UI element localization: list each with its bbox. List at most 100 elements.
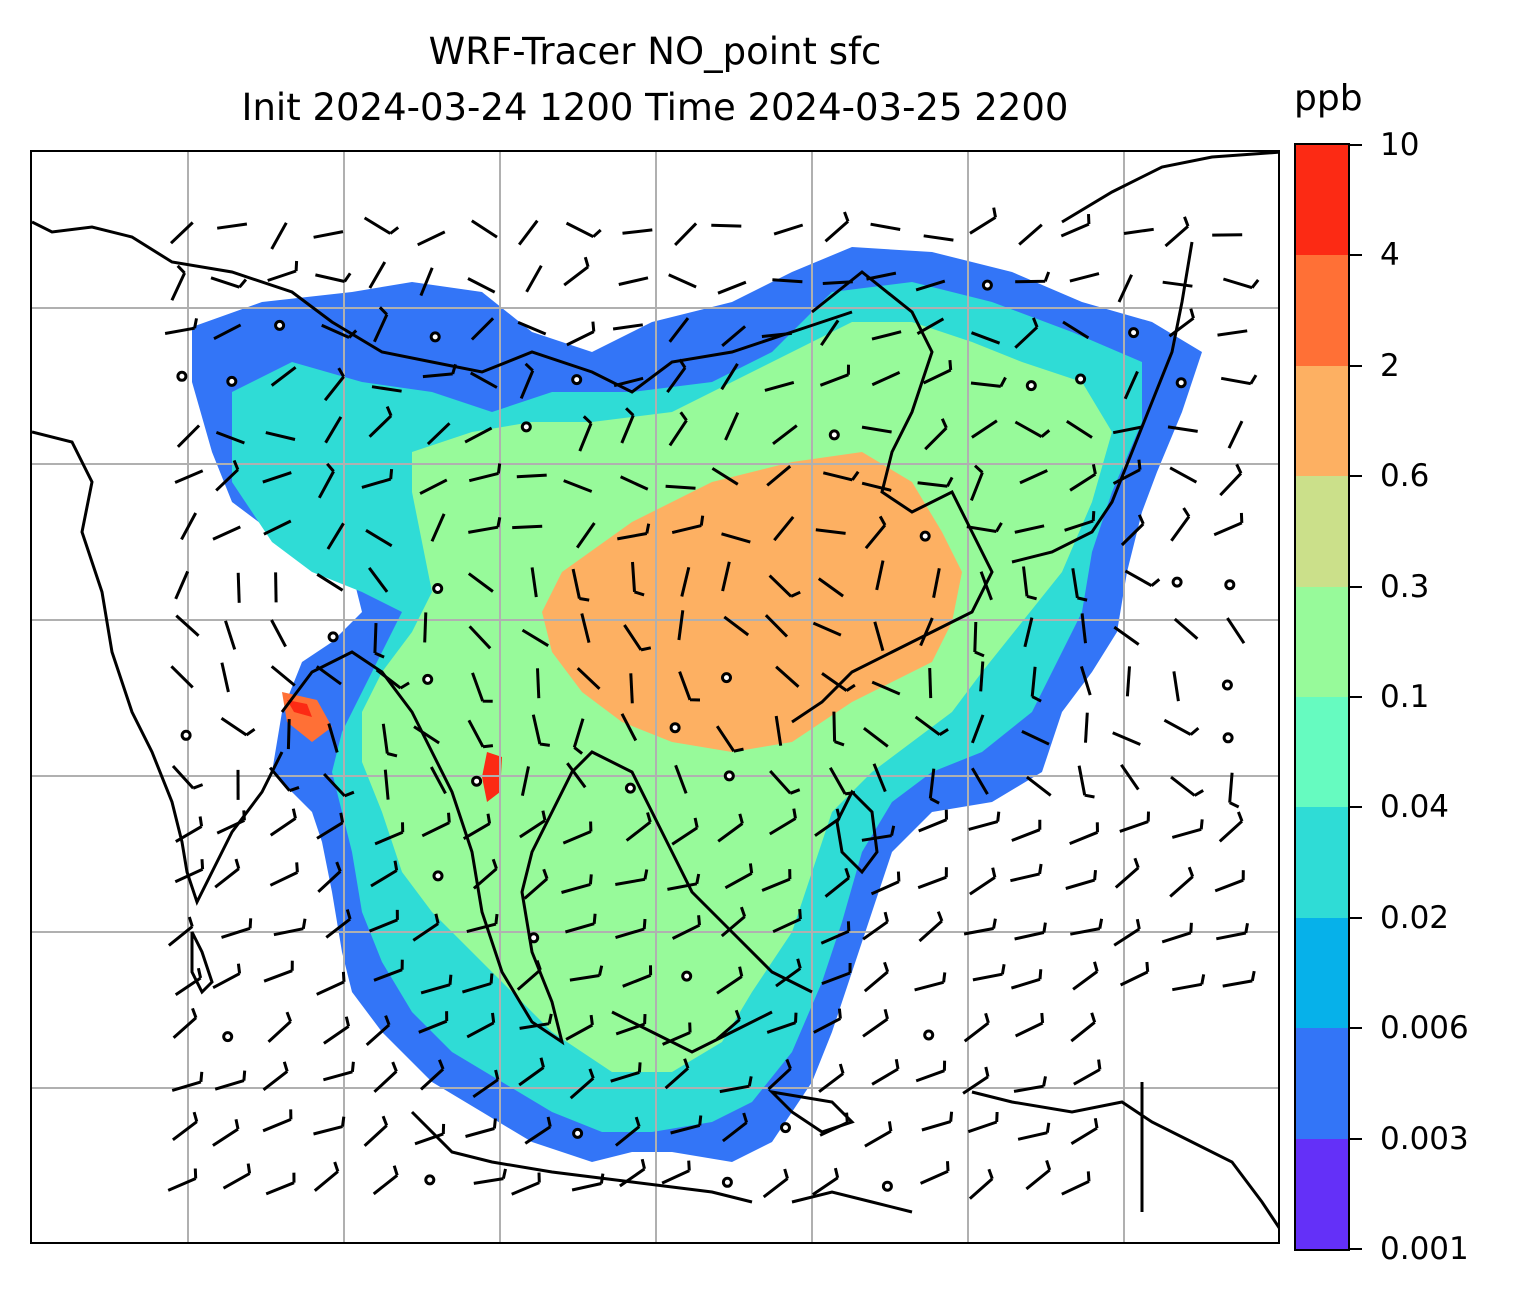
wind-barb (970, 714, 985, 744)
colorbar-tick-label: 2 (1380, 347, 1400, 384)
wind-barb (979, 571, 993, 601)
wind-barb (923, 234, 954, 242)
colorbar-segment (1296, 1138, 1348, 1249)
colorbar-tick-label: 0.1 (1380, 679, 1430, 715)
calm-station-marker (471, 775, 483, 787)
wind-barb (615, 869, 649, 886)
wind-barb (370, 860, 399, 888)
wind-barb (426, 422, 451, 446)
wind-barb (666, 358, 687, 393)
wind-barb (824, 211, 850, 243)
wind-barb (619, 475, 649, 491)
calm-station-marker (681, 970, 693, 982)
calm-station-marker (723, 770, 735, 782)
wind-barb (769, 769, 801, 795)
wind-barb (1119, 811, 1150, 833)
wind-barb (216, 810, 246, 835)
wind-barb (469, 371, 498, 389)
wind-barb (323, 1016, 351, 1045)
wind-barb (361, 468, 394, 489)
calm-station-marker (669, 722, 681, 734)
wind-barb (1163, 718, 1200, 736)
wind-barb (518, 219, 539, 246)
wind-barb (1218, 811, 1244, 843)
wind-barb (720, 363, 739, 391)
wind-barb (317, 861, 342, 893)
calm-station-marker (274, 319, 286, 331)
wind-barb (169, 221, 194, 245)
wind-barb (875, 560, 885, 591)
wind-barb (368, 406, 393, 438)
wind-barb (661, 1160, 691, 1185)
wind-barb (472, 1069, 500, 1099)
wind-barb (316, 573, 344, 592)
wind-barb (1010, 969, 1043, 990)
wind-barb (631, 561, 645, 597)
wind-barb (815, 528, 846, 535)
wind-barb (1213, 512, 1244, 537)
wind-barb (716, 966, 744, 995)
wind-barb (174, 570, 190, 600)
wind-barb (1226, 617, 1246, 645)
colorbar-tick-label: 0.04 (1380, 789, 1450, 826)
wind-barb (430, 513, 446, 542)
wind-barb (521, 628, 549, 647)
wind-barb (167, 916, 194, 947)
wind-barb (820, 921, 851, 945)
wind-barb (563, 256, 590, 287)
wind-barb (723, 615, 750, 637)
map-panel (30, 150, 1280, 1244)
wind-barb (772, 424, 798, 445)
wind-barb (674, 764, 688, 794)
wind-barb (671, 817, 699, 846)
wind-barb (471, 672, 493, 703)
colorbar-tick (1350, 1137, 1362, 1140)
colorbar-tick-label: 0.02 (1380, 899, 1450, 936)
wind-barb (517, 321, 547, 336)
wind-barb (176, 424, 201, 448)
wind-barb (962, 1066, 990, 1095)
wind-barb (212, 963, 242, 990)
wind-barb (715, 1009, 742, 1041)
wind-barb (620, 713, 638, 742)
wind-barb (1025, 775, 1052, 797)
calm-station-marker (571, 374, 583, 386)
wind-barb (216, 222, 248, 230)
wind-barb (373, 306, 389, 343)
wind-barb (614, 1116, 641, 1147)
wind-barb (871, 680, 901, 696)
wind-barb (715, 725, 744, 753)
wind-barb (1062, 320, 1090, 340)
map-canvas (32, 152, 1278, 1242)
calm-station-marker (528, 932, 540, 944)
wind-barb (870, 222, 901, 231)
wind-barb (1169, 866, 1195, 898)
wind-barb (862, 727, 889, 748)
wind-barb (711, 223, 742, 228)
wind-barb (680, 566, 691, 597)
wind-barb (769, 808, 797, 836)
wind-barb (775, 665, 800, 688)
wind-barb (1017, 1122, 1051, 1141)
wind-barb (212, 1119, 240, 1147)
concentration-field (192, 247, 1202, 1162)
wind-barb (1084, 712, 1089, 743)
colorbar-segment (1296, 696, 1348, 808)
wind-barb (270, 619, 287, 648)
calm-station-marker (981, 279, 993, 291)
wind-barb (1219, 463, 1243, 497)
wind-barb (470, 317, 495, 341)
wind-barb (772, 278, 803, 284)
wind-barb (1120, 514, 1145, 547)
calm-station-marker (1224, 579, 1236, 591)
wind-barb (1112, 459, 1142, 485)
wind-barb (313, 1161, 340, 1192)
wind-barb (317, 462, 335, 499)
wind-barb (170, 264, 186, 301)
wind-barb (1124, 569, 1161, 588)
wind-barb (1171, 819, 1204, 839)
calm-station-marker (422, 673, 434, 685)
wind-barb (363, 216, 400, 235)
wind-barb (365, 529, 393, 548)
wind-barb (1060, 214, 1091, 238)
